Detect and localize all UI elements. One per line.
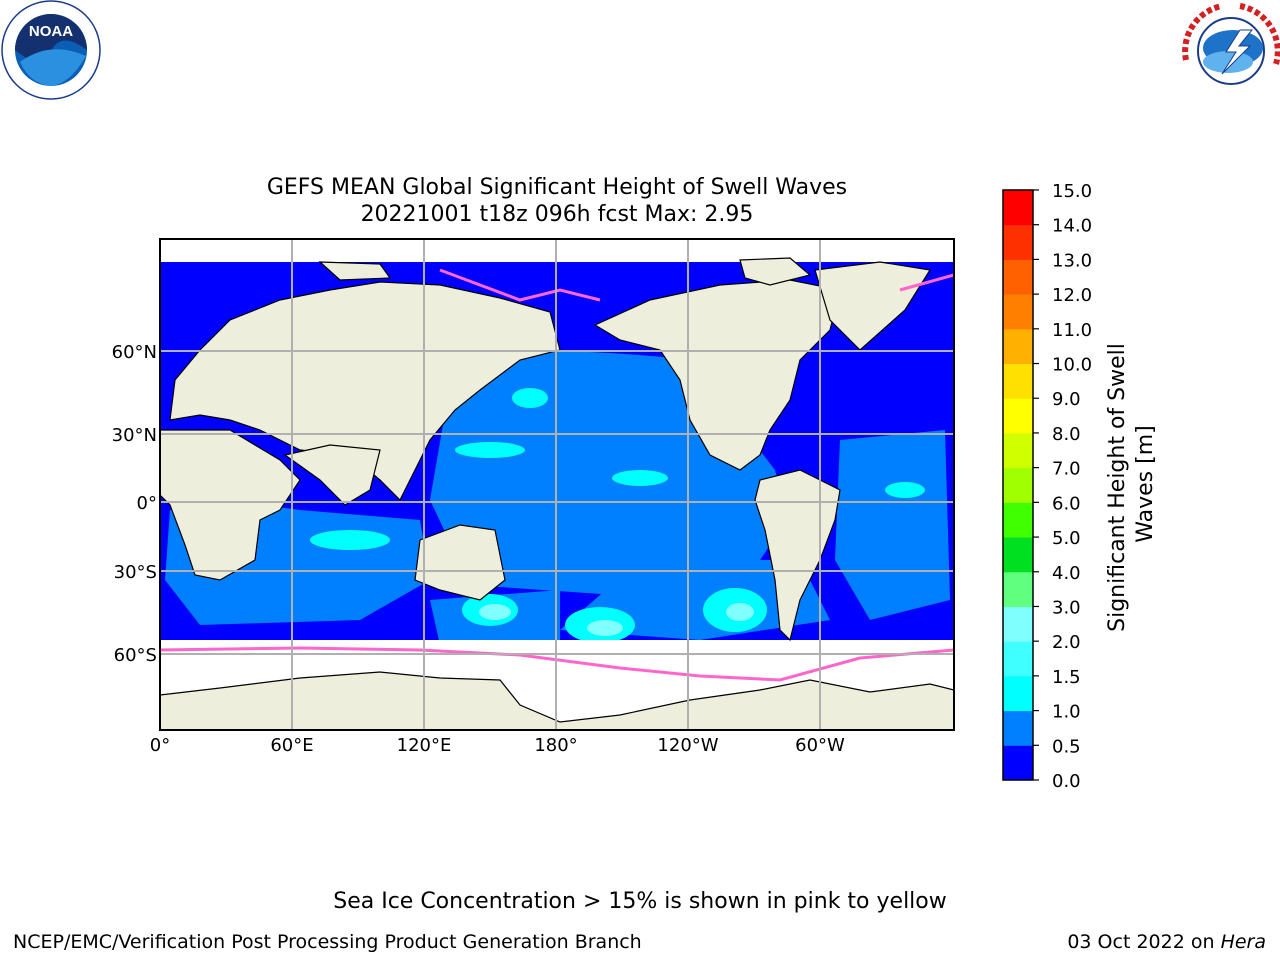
colorbar-tick-label: 0.5 — [1052, 736, 1081, 757]
chart-title: GEFS MEAN Global Significant Height of S… — [266, 175, 848, 200]
colorbar-segment — [1003, 537, 1033, 573]
lon-tick-label: 60°E — [270, 735, 313, 756]
colorbar-tick-label: 11.0 — [1052, 320, 1092, 341]
colorbar-segment — [1003, 710, 1033, 746]
national-weather-service-logo — [1182, 2, 1280, 98]
colorbar-border — [1002, 189, 1034, 781]
colorbar-segment — [1003, 502, 1033, 538]
colorbar-tick-label: 13.0 — [1052, 250, 1092, 271]
chart-subtitle: 20221001 t18z 096h fcst Max: 2.95 — [360, 202, 754, 227]
colorbar-tick-label: 14.0 — [1052, 216, 1092, 237]
colorbar-segment — [1003, 398, 1033, 434]
sea-ice-edge — [160, 268, 954, 682]
colorbar-segment — [1003, 294, 1033, 330]
lon-tick-label: 180° — [534, 735, 577, 756]
lat-tick-label: 60°N — [112, 342, 157, 363]
colorbar-segment — [1003, 641, 1033, 677]
land-masses — [160, 257, 954, 730]
colorbar-segment — [1003, 467, 1033, 503]
swell-1-5-to-2-0 — [479, 603, 754, 636]
lat-tick-label: 0° — [137, 493, 157, 514]
noaa-logo: NOAA — [1, 0, 101, 100]
colorbar-segment — [1003, 745, 1033, 781]
lon-tick-label: 60°W — [795, 735, 845, 756]
colorbar-tick-label: 4.0 — [1052, 563, 1081, 584]
colorbar-segment — [1003, 675, 1033, 712]
colorbar-segment — [1003, 571, 1033, 607]
colorbar-tick-label: 8.0 — [1052, 424, 1081, 445]
sea-ice-note: Sea Ice Concentration > 15% is shown in … — [333, 889, 947, 914]
noaa-logo-text: NOAA — [29, 23, 73, 40]
colorbar-tick-label: 3.0 — [1052, 597, 1081, 618]
colorbar-segment — [1003, 363, 1033, 399]
colorbar-tick-label: 9.0 — [1052, 389, 1081, 410]
map-gridlines — [160, 239, 954, 730]
lon-tick-label: 120°E — [397, 735, 452, 756]
colorbar-tick-label: 12.0 — [1052, 285, 1092, 306]
colorbar-segment — [1003, 190, 1033, 226]
colorbar-tick-label: 1.5 — [1052, 667, 1081, 688]
colorbar-segment — [1003, 606, 1033, 642]
map-border — [159, 238, 955, 731]
lat-tick-label: 60°S — [114, 645, 157, 666]
lat-tick-label: 30°S — [114, 562, 157, 583]
colorbar-tick-label: 10.0 — [1052, 355, 1092, 376]
producer-branch: NCEP/EMC/Verification Post Processing Pr… — [13, 931, 642, 953]
colorbar-tick-label: 0.0 — [1052, 771, 1081, 792]
lat-tick-label: 30°N — [112, 425, 157, 446]
colorbar-tick-label: 6.0 — [1052, 493, 1081, 514]
colorbar-segment — [1003, 328, 1033, 365]
colorbar-label: Significant Height of Swell Waves [m] — [1105, 336, 1158, 632]
colorbar-tick-label: 2.0 — [1052, 632, 1081, 653]
colorbar-segment — [1003, 432, 1033, 469]
date-text: 03 Oct 2022 on — [1067, 931, 1215, 953]
colorbar-tick-label: 15.0 — [1052, 181, 1092, 202]
colorbar-segment — [1003, 224, 1033, 260]
colorbar-tick-label: 5.0 — [1052, 528, 1081, 549]
colorbar: 0.0 0.5 1.0 1.5 2.0 3.0 4.0 5.0 6.0 7.0 8.0 9.0 10.0… — [1002, 181, 1092, 792]
colorbar-tick-label: 7.0 — [1052, 459, 1081, 480]
generation-date: 03 Oct 2022 on Hera — [1067, 931, 1266, 953]
lon-tick-label: 0° — [150, 735, 170, 756]
colorbar-segment — [1003, 259, 1033, 295]
colorbar-tick-label: 1.0 — [1052, 702, 1081, 723]
machine-name: Hera — [1220, 931, 1266, 953]
lon-tick-label: 120°W — [657, 735, 718, 756]
